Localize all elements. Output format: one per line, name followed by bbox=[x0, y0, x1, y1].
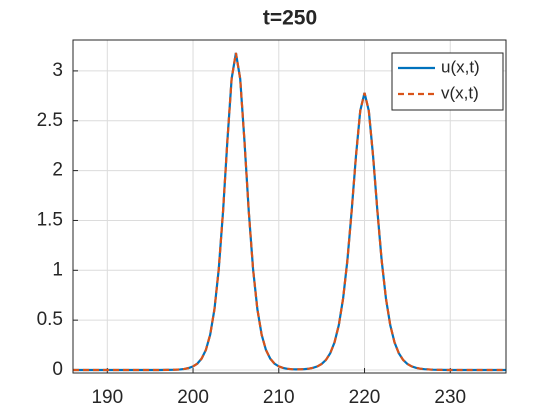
y-tick-label: 1 bbox=[52, 259, 63, 280]
x-tick-label: 190 bbox=[91, 387, 123, 408]
x-tick-label: 230 bbox=[434, 387, 466, 408]
y-tick-label: 1.5 bbox=[37, 209, 63, 230]
data-line bbox=[73, 52, 506, 372]
x-tick-label: 220 bbox=[349, 387, 381, 408]
y-tick-label: 2 bbox=[52, 160, 63, 181]
x-tick-label: 200 bbox=[177, 387, 209, 408]
legend-label: u(x,t) bbox=[441, 57, 480, 76]
y-tick-label: 0.5 bbox=[37, 309, 63, 330]
legend-label: v(x,t) bbox=[441, 83, 479, 102]
y-tick-label: 0 bbox=[52, 359, 63, 380]
x-tick-label: 210 bbox=[263, 387, 295, 408]
axes-box bbox=[72, 39, 507, 374]
y-tick-label: 2.5 bbox=[37, 110, 63, 131]
y-tick-label: 3 bbox=[52, 60, 63, 81]
legend-box bbox=[391, 52, 504, 111]
chart-title: t=250 bbox=[263, 7, 317, 30]
